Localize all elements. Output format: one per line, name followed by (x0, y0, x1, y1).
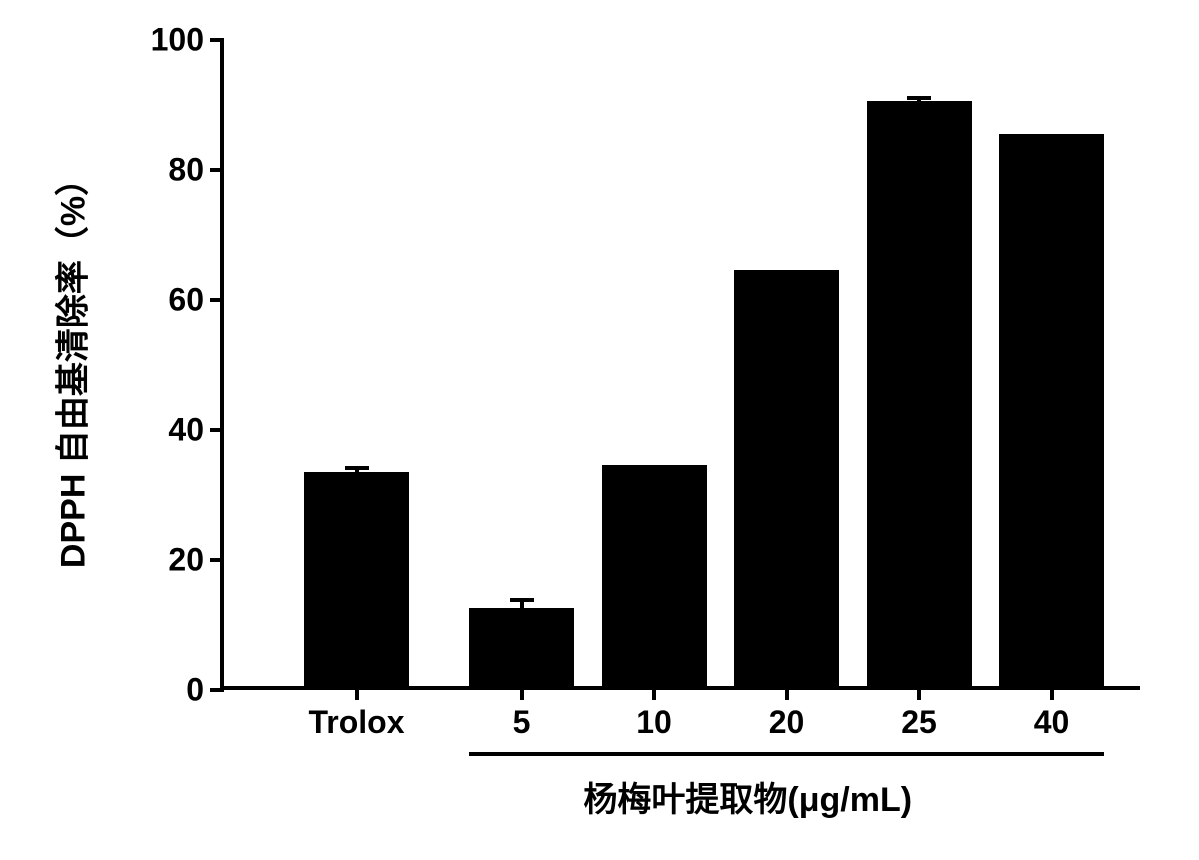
y-axis-title: DPPH 自由基清除率（%） (46, 162, 95, 568)
y-tick-label: 60 (168, 282, 204, 319)
x-tick (917, 686, 921, 700)
error-bar-cap (345, 466, 369, 470)
error-bar-cap (510, 598, 534, 602)
y-tick (210, 38, 224, 42)
bar (734, 270, 839, 686)
group-underline (469, 752, 1104, 756)
y-tick (210, 428, 224, 432)
x-tick-label: 25 (901, 704, 937, 741)
y-tick-label: 0 (186, 672, 204, 709)
bar (304, 472, 409, 687)
y-tick-label: 20 (168, 542, 204, 579)
y-tick (210, 688, 224, 692)
y-tick (210, 168, 224, 172)
y-tick (210, 558, 224, 562)
x-tick-label: 20 (769, 704, 805, 741)
x-axis-title: 杨梅叶提取物(μg/mL) (583, 772, 912, 821)
x-tick-label: 40 (1034, 704, 1070, 741)
x-tick (652, 686, 656, 700)
x-tick (355, 686, 359, 700)
bar (469, 608, 574, 686)
y-tick (210, 298, 224, 302)
bar (999, 134, 1104, 687)
y-tick-label: 40 (168, 412, 204, 449)
bar (867, 101, 972, 686)
bar (602, 465, 707, 686)
error-bar-cap (907, 96, 931, 100)
x-tick (520, 686, 524, 700)
y-tick-label: 100 (151, 22, 204, 59)
plot-area: 杨梅叶提取物(μg/mL) 020406080100Trolox51020254… (220, 40, 1140, 690)
y-tick-label: 80 (168, 152, 204, 189)
x-tick-label: 10 (636, 704, 672, 741)
x-tick (785, 686, 789, 700)
x-tick (1050, 686, 1054, 700)
chart-container: DPPH 自由基清除率（%） 杨梅叶提取物(μg/mL) 02040608010… (80, 20, 1180, 840)
x-tick-label: Trolox (308, 704, 404, 741)
x-tick-label: 5 (513, 704, 531, 741)
